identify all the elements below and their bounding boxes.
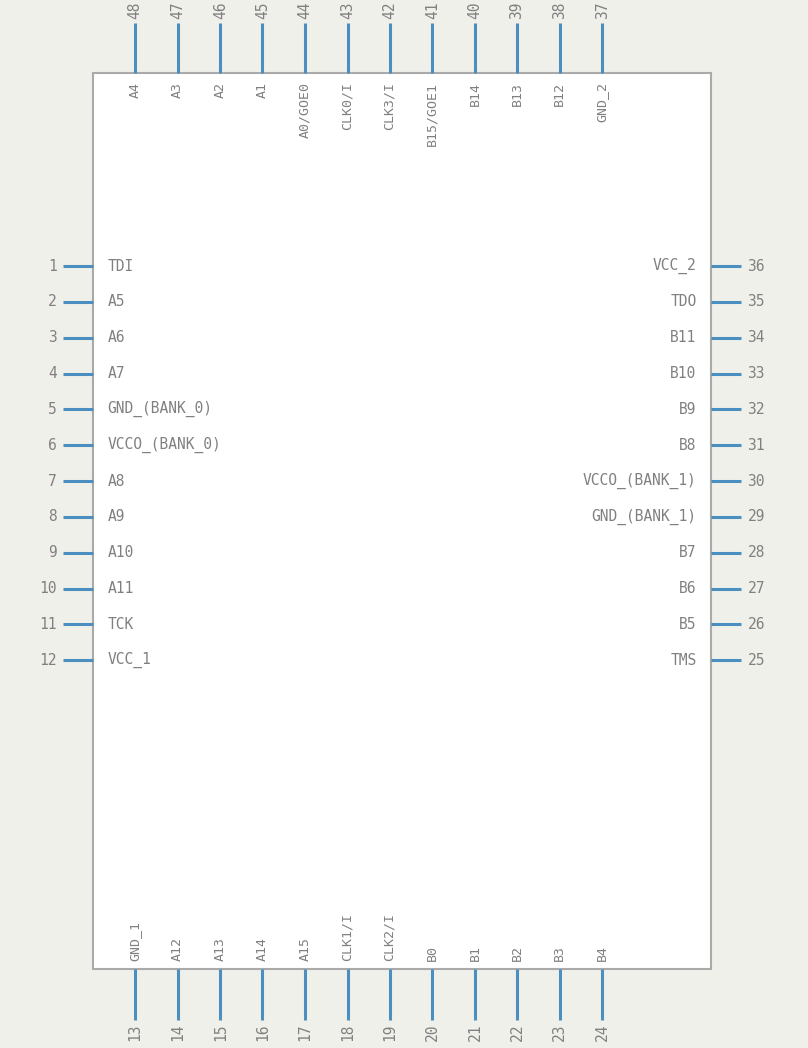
Text: 23: 23 — [552, 1024, 567, 1042]
Text: 8: 8 — [48, 509, 57, 524]
Text: A9: A9 — [107, 509, 125, 524]
Text: A15: A15 — [298, 937, 311, 961]
Text: B2: B2 — [511, 945, 524, 961]
Text: 32: 32 — [747, 401, 765, 417]
Text: 26: 26 — [747, 617, 765, 632]
Text: 16: 16 — [255, 1024, 270, 1042]
Text: TDO: TDO — [671, 294, 696, 309]
Text: 25: 25 — [747, 653, 765, 668]
Text: 28: 28 — [747, 545, 765, 561]
Text: B8: B8 — [679, 438, 696, 453]
Text: 43: 43 — [340, 1, 355, 19]
Text: 37: 37 — [595, 1, 610, 19]
Text: 38: 38 — [552, 1, 567, 19]
Text: 41: 41 — [425, 1, 440, 19]
Text: 34: 34 — [747, 330, 765, 345]
Text: B5: B5 — [679, 617, 696, 632]
Text: A14: A14 — [256, 937, 269, 961]
Text: 18: 18 — [340, 1024, 355, 1042]
Text: A0/GOE0: A0/GOE0 — [298, 82, 311, 137]
Text: TCK: TCK — [107, 617, 133, 632]
Text: 5: 5 — [48, 401, 57, 417]
Text: B7: B7 — [679, 545, 696, 561]
Text: A13: A13 — [214, 937, 227, 961]
Text: A11: A11 — [107, 581, 133, 596]
Text: 12: 12 — [39, 653, 57, 668]
Text: 13: 13 — [128, 1024, 142, 1042]
Text: VCC_2: VCC_2 — [653, 258, 696, 275]
Text: A12: A12 — [171, 937, 184, 961]
Text: 1: 1 — [48, 259, 57, 274]
Text: 17: 17 — [297, 1024, 313, 1042]
Text: 47: 47 — [170, 1, 185, 19]
Text: A10: A10 — [107, 545, 133, 561]
Text: B9: B9 — [679, 401, 696, 417]
Text: VCCO_(BANK_1): VCCO_(BANK_1) — [583, 473, 696, 489]
Text: GND_(BANK_0): GND_(BANK_0) — [107, 401, 213, 417]
Text: 21: 21 — [467, 1024, 482, 1042]
Text: A4: A4 — [128, 82, 141, 97]
Text: VCC_1: VCC_1 — [107, 652, 151, 669]
Text: 45: 45 — [255, 1, 270, 19]
Text: VCCO_(BANK_0): VCCO_(BANK_0) — [107, 437, 221, 454]
Text: A5: A5 — [107, 294, 125, 309]
Text: CLK2/I: CLK2/I — [383, 913, 396, 961]
Text: A6: A6 — [107, 330, 125, 345]
Text: A1: A1 — [256, 82, 269, 97]
Text: 14: 14 — [170, 1024, 185, 1042]
Text: 30: 30 — [747, 474, 765, 488]
Text: 6: 6 — [48, 438, 57, 453]
Text: B15/GOE1: B15/GOE1 — [426, 82, 439, 146]
Text: 39: 39 — [510, 1, 524, 19]
Text: B11: B11 — [671, 330, 696, 345]
Text: 33: 33 — [747, 366, 765, 381]
Text: CLK1/I: CLK1/I — [341, 913, 354, 961]
Text: GND_2: GND_2 — [595, 82, 608, 122]
Text: B13: B13 — [511, 82, 524, 106]
Text: 9: 9 — [48, 545, 57, 561]
Text: 24: 24 — [595, 1024, 610, 1042]
Text: B4: B4 — [595, 945, 608, 961]
Text: 19: 19 — [382, 1024, 397, 1042]
Text: 15: 15 — [213, 1024, 228, 1042]
Text: B1: B1 — [469, 945, 482, 961]
Text: TMS: TMS — [671, 653, 696, 668]
Text: B14: B14 — [469, 82, 482, 106]
Text: 27: 27 — [747, 581, 765, 596]
Text: B3: B3 — [553, 945, 566, 961]
Text: 46: 46 — [213, 1, 228, 19]
Text: CLK3/I: CLK3/I — [383, 82, 396, 130]
Text: B10: B10 — [671, 366, 696, 381]
Text: A8: A8 — [107, 474, 125, 488]
Text: CLK0/I: CLK0/I — [341, 82, 354, 130]
Text: 42: 42 — [382, 1, 397, 19]
Text: 11: 11 — [39, 617, 57, 632]
Text: A2: A2 — [214, 82, 227, 97]
Text: 3: 3 — [48, 330, 57, 345]
Text: 35: 35 — [747, 294, 765, 309]
Text: 36: 36 — [747, 259, 765, 274]
Text: 4: 4 — [48, 366, 57, 381]
Text: 7: 7 — [48, 474, 57, 488]
Text: A7: A7 — [107, 366, 125, 381]
Text: 48: 48 — [128, 1, 142, 19]
Text: 44: 44 — [297, 1, 313, 19]
Text: 29: 29 — [747, 509, 765, 524]
Text: 22: 22 — [510, 1024, 524, 1042]
Text: 20: 20 — [425, 1024, 440, 1042]
Text: 10: 10 — [39, 581, 57, 596]
Text: GND_(BANK_1): GND_(BANK_1) — [591, 508, 696, 525]
Text: 2: 2 — [48, 294, 57, 309]
Text: 40: 40 — [467, 1, 482, 19]
Text: B0: B0 — [426, 945, 439, 961]
Text: B6: B6 — [679, 581, 696, 596]
Text: GND_1: GND_1 — [128, 921, 141, 961]
Text: A3: A3 — [171, 82, 184, 97]
Text: B12: B12 — [553, 82, 566, 106]
Bar — [93, 73, 711, 969]
Text: TDI: TDI — [107, 259, 133, 274]
Text: 31: 31 — [747, 438, 765, 453]
